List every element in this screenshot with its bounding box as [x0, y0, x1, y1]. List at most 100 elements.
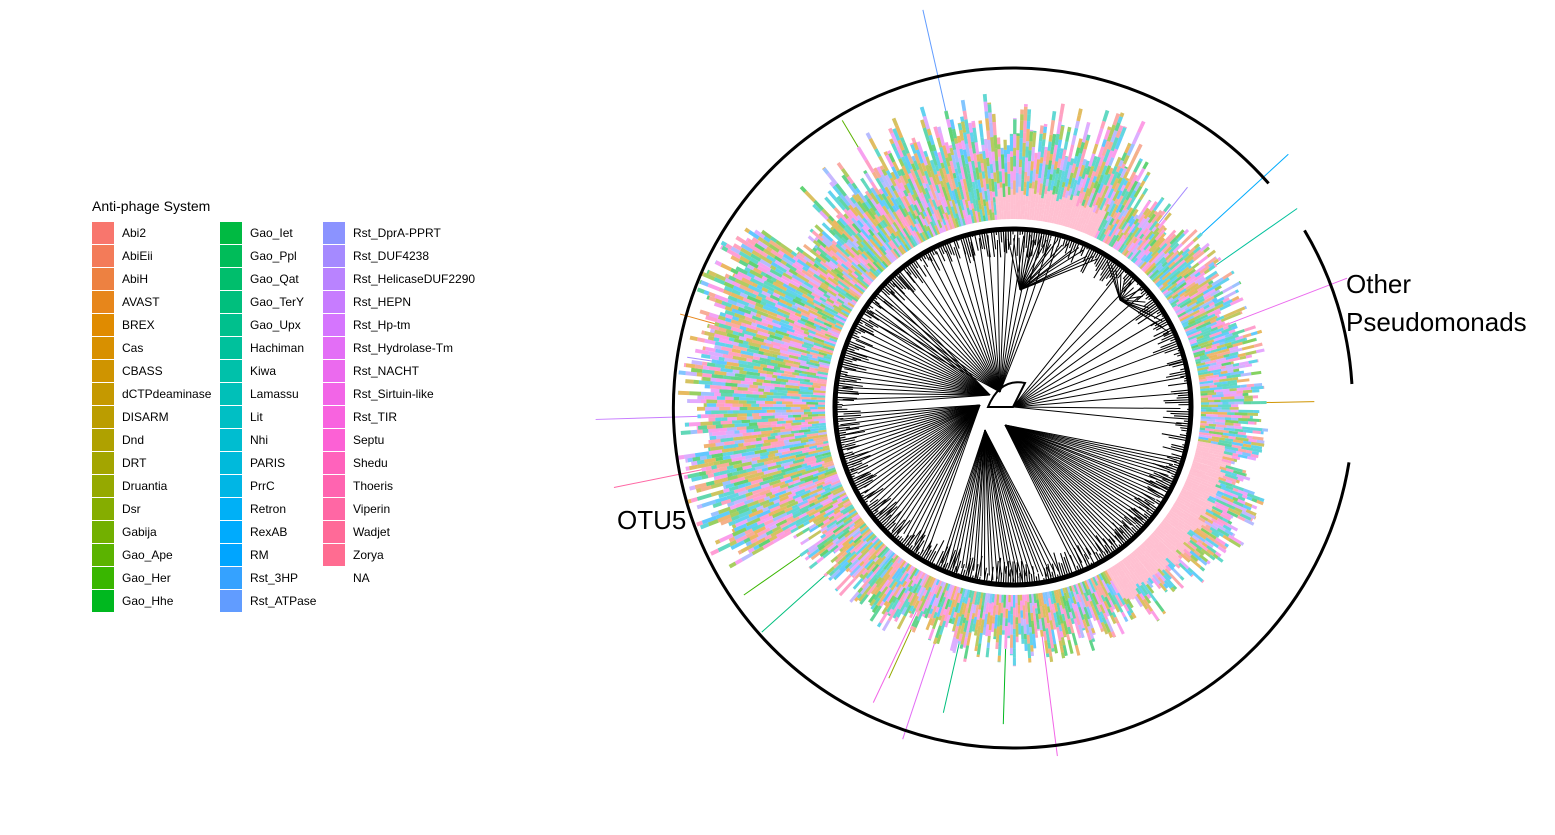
- ring-segment: [1200, 527, 1211, 536]
- ring-segment: [1213, 296, 1225, 305]
- ring-segment: [848, 522, 856, 529]
- ring-segment: [700, 391, 715, 396]
- ring-segment: [1206, 421, 1213, 424]
- ring-segment: [903, 184, 911, 194]
- ring-segment: [1183, 273, 1190, 279]
- ring-segment: [920, 192, 925, 199]
- ring-segment: [830, 268, 838, 276]
- ring-segment: [991, 212, 995, 221]
- ring-segment: [956, 186, 962, 200]
- ring-segment: [1165, 251, 1175, 261]
- ring-segment: [814, 306, 823, 313]
- ring-segment: [1209, 384, 1218, 388]
- ring-segment: [902, 195, 911, 207]
- ring-segment: [1178, 583, 1185, 589]
- ring-segment: [924, 613, 929, 619]
- ring-segment: [1145, 538, 1157, 550]
- ring-segment: [945, 118, 952, 128]
- ring-segment: [1098, 155, 1105, 167]
- ring-segment: [716, 396, 725, 400]
- ring-segment: [1098, 161, 1106, 175]
- ring-segment: [911, 194, 917, 202]
- ring-segment: [1122, 154, 1130, 165]
- ring-segment: [866, 539, 873, 546]
- ring-segment: [789, 340, 803, 347]
- ring-segment: [857, 245, 865, 253]
- ring-segment: [800, 317, 808, 323]
- ring-segment: [791, 338, 805, 345]
- ring-segment: [703, 272, 716, 281]
- ring-segment: [792, 298, 806, 307]
- ring-segment: [1113, 636, 1117, 638]
- ring-segment: [790, 406, 801, 410]
- ring-segment: [1205, 472, 1219, 480]
- ring-segment: [1212, 443, 1219, 448]
- ring-segment: [1208, 404, 1219, 408]
- ring-segment: [1234, 395, 1245, 400]
- ring-segment: [1243, 429, 1253, 434]
- ring-segment: [837, 283, 845, 290]
- ring-segment: [1170, 544, 1178, 552]
- ring-segment: [761, 436, 768, 441]
- ring-segment: [950, 585, 957, 601]
- ring-segment: [1225, 364, 1234, 369]
- ring-segment: [1107, 608, 1113, 617]
- ring-segment: [1141, 573, 1149, 582]
- ring-segment: [1071, 585, 1076, 593]
- ring-segment: [792, 458, 805, 464]
- ring-segment: [788, 334, 803, 342]
- ring-segment: [786, 506, 801, 516]
- ring-segment: [1096, 226, 1105, 240]
- ring-segment: [1024, 157, 1029, 173]
- ring-segment: [1204, 499, 1217, 507]
- ring-segment: [1214, 310, 1222, 316]
- ring-segment: [1132, 257, 1138, 264]
- ring-segment: [762, 475, 774, 482]
- ring-segment: [1131, 612, 1137, 619]
- ring-segment: [1005, 618, 1008, 627]
- ring-segment: [1025, 146, 1029, 158]
- ring-segment: [732, 345, 748, 352]
- ring-segment: [1010, 606, 1013, 615]
- ring-segment: [720, 263, 732, 272]
- ring-segment: [758, 538, 771, 548]
- ring-segment: [1231, 325, 1238, 330]
- ring-segment: [949, 200, 954, 207]
- ring-segment: [986, 593, 991, 603]
- ring-segment: [1006, 211, 1009, 220]
- ring-segment: [901, 563, 910, 574]
- ring-segment: [743, 367, 759, 373]
- ring-segment: [835, 285, 847, 295]
- tree-branch: [1012, 321, 1158, 408]
- legend-swatch: [92, 383, 114, 405]
- ring-segment: [1220, 486, 1231, 493]
- ring-segment: [756, 400, 765, 404]
- ring-segment: [1097, 146, 1105, 158]
- ring-segment: [1081, 581, 1090, 596]
- ring-segment: [766, 370, 774, 375]
- ring-segment: [746, 515, 758, 523]
- ring-segment: [876, 166, 884, 176]
- ring-segment: [1157, 568, 1165, 577]
- ring-segment: [1149, 269, 1160, 279]
- ring-segment: [762, 540, 775, 550]
- ring-segment: [809, 406, 818, 410]
- ring-segment: [843, 515, 853, 524]
- ring-segment: [724, 273, 730, 279]
- ring-segment: [981, 612, 986, 620]
- ring-segment: [708, 351, 724, 358]
- ring-segment: [779, 495, 789, 502]
- ring-segment: [1012, 607, 1016, 616]
- ring-segment: [1079, 205, 1084, 211]
- ring-segment: [958, 173, 963, 180]
- ring-segment: [1219, 377, 1233, 382]
- ring-segment: [782, 283, 797, 293]
- ring-segment: [836, 521, 845, 528]
- tree-branch: [923, 264, 1001, 393]
- ring-segment: [914, 620, 920, 628]
- ring-segment: [1076, 190, 1081, 197]
- ring-segment: [1170, 586, 1176, 593]
- ring-segment: [897, 208, 903, 216]
- ring-segment: [733, 497, 747, 505]
- ring-segment: [784, 506, 793, 513]
